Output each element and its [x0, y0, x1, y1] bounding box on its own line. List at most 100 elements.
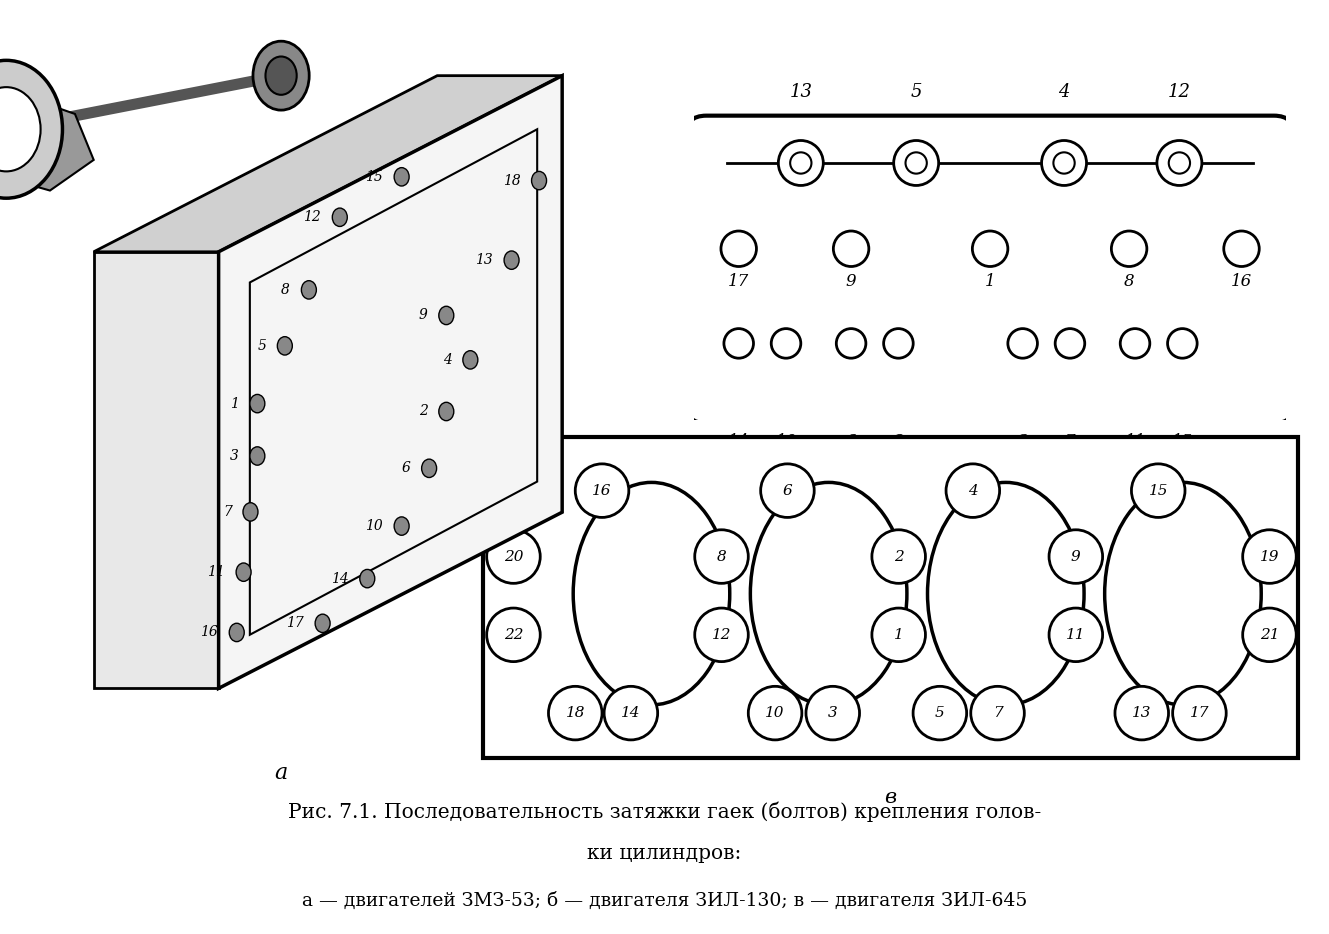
Circle shape [360, 570, 375, 587]
Circle shape [1055, 329, 1084, 358]
Circle shape [1054, 152, 1075, 174]
Text: 8: 8 [282, 283, 290, 297]
Circle shape [253, 41, 310, 110]
Circle shape [395, 517, 409, 535]
Circle shape [302, 281, 316, 299]
Circle shape [720, 231, 756, 266]
Text: 22: 22 [504, 628, 524, 642]
Text: а: а [275, 761, 287, 784]
Text: 10: 10 [766, 706, 785, 720]
Text: 8: 8 [716, 549, 727, 563]
Text: 6: 6 [845, 432, 856, 449]
Text: 4: 4 [968, 484, 978, 498]
Ellipse shape [928, 482, 1084, 705]
Text: 2: 2 [419, 404, 428, 418]
Circle shape [946, 464, 999, 517]
Circle shape [229, 623, 245, 642]
Circle shape [872, 608, 925, 661]
Circle shape [250, 446, 264, 465]
Polygon shape [0, 99, 93, 191]
Text: 5: 5 [910, 83, 922, 101]
Text: 12: 12 [303, 210, 322, 224]
Text: 13: 13 [789, 83, 812, 101]
Circle shape [724, 329, 754, 358]
Circle shape [243, 502, 258, 521]
Circle shape [486, 608, 540, 661]
Circle shape [1049, 530, 1103, 584]
Circle shape [1042, 140, 1087, 186]
Circle shape [970, 686, 1025, 740]
Text: б: б [983, 475, 997, 495]
Circle shape [884, 329, 913, 358]
Circle shape [532, 171, 546, 190]
Circle shape [504, 251, 520, 269]
Text: Рис. 7.1. Последовательность затяжки гаек (болтов) крепления голов-: Рис. 7.1. Последовательность затяжки гае… [288, 801, 1041, 822]
Circle shape [278, 336, 292, 355]
Text: 6: 6 [401, 461, 411, 475]
Text: 3: 3 [1017, 432, 1027, 449]
Circle shape [395, 167, 409, 186]
Text: 12: 12 [1168, 83, 1191, 101]
Text: 20: 20 [504, 549, 524, 563]
Circle shape [1168, 152, 1189, 174]
Text: 17: 17 [286, 616, 304, 630]
Ellipse shape [751, 482, 906, 705]
Circle shape [0, 87, 41, 171]
Text: 13: 13 [1132, 706, 1151, 720]
Circle shape [1111, 231, 1147, 266]
Text: 4: 4 [1058, 83, 1070, 101]
Circle shape [760, 464, 815, 517]
Text: 5: 5 [258, 339, 266, 353]
Circle shape [771, 329, 801, 358]
Text: 1: 1 [894, 628, 904, 642]
Circle shape [0, 61, 62, 198]
Text: 15: 15 [1172, 432, 1193, 449]
Text: 11: 11 [207, 565, 225, 579]
Circle shape [605, 686, 658, 740]
Text: 7: 7 [1065, 432, 1075, 449]
Text: а — двигателей ЗМЗ-53; б — двигателя ЗИЛ-130; в — двигателя ЗИЛ-645: а — двигателей ЗМЗ-53; б — двигателя ЗИЛ… [302, 892, 1027, 910]
Text: 16: 16 [593, 484, 611, 498]
Circle shape [779, 140, 823, 186]
Circle shape [1131, 464, 1185, 517]
Polygon shape [93, 76, 562, 252]
Text: 1: 1 [985, 273, 995, 290]
Circle shape [695, 530, 748, 584]
Polygon shape [93, 252, 218, 688]
Text: ки цилиндров:: ки цилиндров: [587, 843, 742, 863]
Circle shape [872, 530, 925, 584]
Circle shape [1007, 329, 1038, 358]
Text: 11: 11 [1124, 432, 1146, 449]
Text: 9: 9 [419, 308, 428, 322]
Circle shape [439, 306, 453, 325]
Circle shape [1243, 608, 1296, 661]
Circle shape [315, 615, 330, 632]
Circle shape [549, 686, 602, 740]
Text: 19: 19 [1260, 549, 1280, 563]
Circle shape [1243, 530, 1296, 584]
Text: 14: 14 [621, 706, 641, 720]
Text: 15: 15 [365, 170, 383, 184]
Text: 12: 12 [712, 628, 731, 642]
Circle shape [973, 231, 1007, 266]
Text: 21: 21 [1260, 628, 1280, 642]
Circle shape [1158, 140, 1201, 186]
Text: 2: 2 [893, 432, 904, 449]
Circle shape [833, 231, 869, 266]
Circle shape [1172, 686, 1227, 740]
Circle shape [836, 329, 867, 358]
Circle shape [1120, 329, 1150, 358]
Circle shape [805, 686, 860, 740]
Circle shape [791, 152, 812, 174]
Text: 5: 5 [936, 706, 945, 720]
Circle shape [439, 403, 453, 420]
Text: 13: 13 [474, 253, 493, 267]
Text: 2: 2 [894, 549, 904, 563]
Circle shape [237, 563, 251, 581]
Text: 3: 3 [828, 706, 837, 720]
Circle shape [695, 608, 748, 661]
Circle shape [1168, 329, 1197, 358]
Polygon shape [218, 76, 562, 688]
Text: 16: 16 [201, 626, 218, 640]
Text: 3: 3 [230, 449, 239, 463]
